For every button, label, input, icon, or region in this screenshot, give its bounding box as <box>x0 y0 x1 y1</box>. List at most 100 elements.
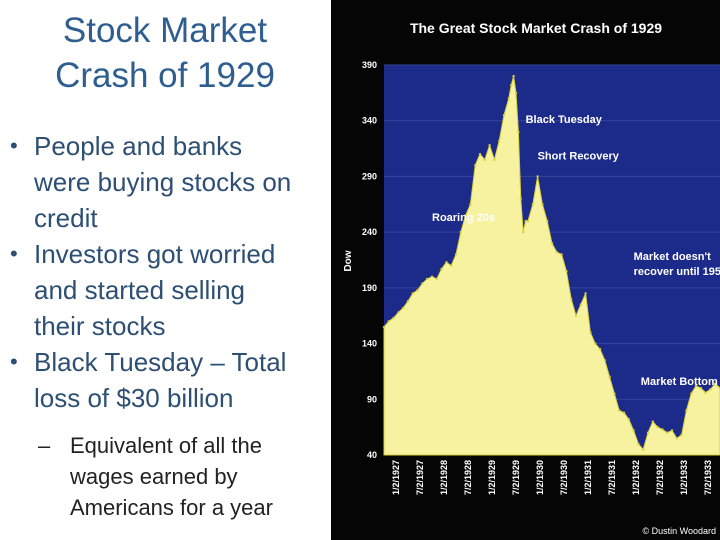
data-point <box>565 269 568 273</box>
data-point <box>416 288 419 292</box>
bullet-list: • People and banks were buying stocks on… <box>4 128 334 523</box>
data-point <box>426 277 429 281</box>
y-tick-label: 40 <box>367 450 377 460</box>
chart-annotation: Black Tuesday <box>526 114 603 126</box>
data-point <box>666 431 669 434</box>
bullet-line: credit <box>34 203 98 233</box>
x-tick-label: 7/2/1932 <box>655 460 665 495</box>
data-point <box>608 375 611 379</box>
chart-annotation: Short Recovery <box>538 151 620 163</box>
data-point <box>474 164 477 167</box>
data-point <box>397 311 400 314</box>
data-point <box>651 420 654 423</box>
data-point <box>618 409 621 412</box>
data-point <box>488 144 491 147</box>
x-tick-label: 7/2/1929 <box>511 460 521 495</box>
bullet-line: loss of $30 billion <box>34 383 234 413</box>
title-line-1: Stock Market <box>62 11 268 50</box>
data-point <box>598 347 602 351</box>
sub-bullet-line: Americans for a year <box>70 495 273 520</box>
data-point <box>709 388 712 391</box>
data-point <box>646 431 650 434</box>
data-point <box>519 197 522 200</box>
data-point <box>680 433 683 437</box>
data-point <box>560 253 563 256</box>
data-point <box>574 314 578 317</box>
data-point <box>589 331 592 334</box>
bullet-dot-icon: • <box>10 241 18 266</box>
data-point <box>454 253 458 256</box>
sub-bullet-item: – Equivalent of all the wages earned by … <box>4 430 334 523</box>
data-point <box>440 267 443 271</box>
data-point <box>522 230 525 234</box>
data-point <box>459 230 462 234</box>
dash-icon: – <box>38 433 51 458</box>
data-point <box>541 203 544 206</box>
data-point <box>445 261 448 264</box>
chart-annotation-line: Market doesn't <box>634 251 712 263</box>
chart-annotation-line: recover until 1954 <box>634 266 720 278</box>
data-point <box>435 277 438 281</box>
data-point <box>546 219 549 223</box>
x-tick-label: 1/2/1933 <box>679 460 689 495</box>
data-point <box>594 342 597 345</box>
data-point <box>502 113 506 117</box>
y-axis-label: Dow <box>343 250 354 271</box>
data-point <box>690 392 693 395</box>
data-point <box>531 203 534 206</box>
bullet-item: • People and banks were buying stocks on… <box>4 128 334 236</box>
bullet-item: • Investors got worried and started sell… <box>4 236 334 344</box>
bullet-line: were buying stocks on <box>34 167 292 197</box>
dow-chart: The Great Stock Market Crash of 1929 Dow… <box>343 20 720 536</box>
data-point <box>656 425 659 429</box>
x-tick-label: 7/2/1930 <box>559 460 569 495</box>
x-tick-label: 1/2/1929 <box>487 460 497 495</box>
data-point <box>498 139 501 142</box>
data-point <box>613 392 616 395</box>
data-point <box>536 175 539 178</box>
data-point <box>675 437 678 440</box>
y-tick-label: 340 <box>362 116 377 126</box>
bullet-line: and started selling <box>34 275 246 305</box>
y-tick-label: 190 <box>362 283 377 293</box>
data-point <box>685 409 688 412</box>
bullet-dot-icon: • <box>10 133 18 158</box>
data-point <box>584 292 587 295</box>
chart-annotation: Market doesn't recover until 1954 <box>634 251 720 278</box>
bullet-dot-icon: • <box>10 349 18 374</box>
x-tick-label: 7/2/1928 <box>463 460 473 495</box>
data-point <box>555 251 558 254</box>
data-point <box>493 158 496 161</box>
chart-title: The Great Stock Market Crash of 1929 <box>410 20 662 36</box>
data-point <box>632 429 635 432</box>
sub-bullet-line: wages earned by <box>70 464 238 489</box>
data-point <box>627 418 630 421</box>
x-tick-label: 1/2/1930 <box>535 460 545 495</box>
data-point <box>478 152 482 156</box>
x-tick-label: 7/2/1933 <box>703 460 713 495</box>
chart-annotation: Market Bottom <box>641 376 718 388</box>
x-tick-label: 1/2/1931 <box>583 460 593 495</box>
data-point <box>483 158 486 161</box>
y-tick-label: 140 <box>362 339 377 349</box>
data-point <box>512 74 515 78</box>
y-tick-label: 290 <box>362 171 377 181</box>
data-point <box>661 428 664 431</box>
data-point <box>464 214 467 217</box>
x-tick-label: 7/2/1931 <box>607 460 617 495</box>
data-point <box>526 219 530 223</box>
title-line-2: Crash of 1929 <box>55 56 275 95</box>
x-tick-label: 1/2/1927 <box>391 460 401 495</box>
data-point <box>714 382 717 385</box>
data-point <box>699 386 702 390</box>
data-point <box>382 325 386 329</box>
chart-credit: © Dustin Woodard <box>643 526 717 536</box>
data-point <box>507 97 510 100</box>
data-point <box>402 306 405 310</box>
bullet-line: their stocks <box>34 311 166 341</box>
data-point <box>550 242 554 245</box>
y-tick-label: 90 <box>367 394 377 404</box>
data-point <box>637 442 640 446</box>
x-tick-label: 1/2/1928 <box>439 460 449 495</box>
data-point <box>469 203 472 206</box>
